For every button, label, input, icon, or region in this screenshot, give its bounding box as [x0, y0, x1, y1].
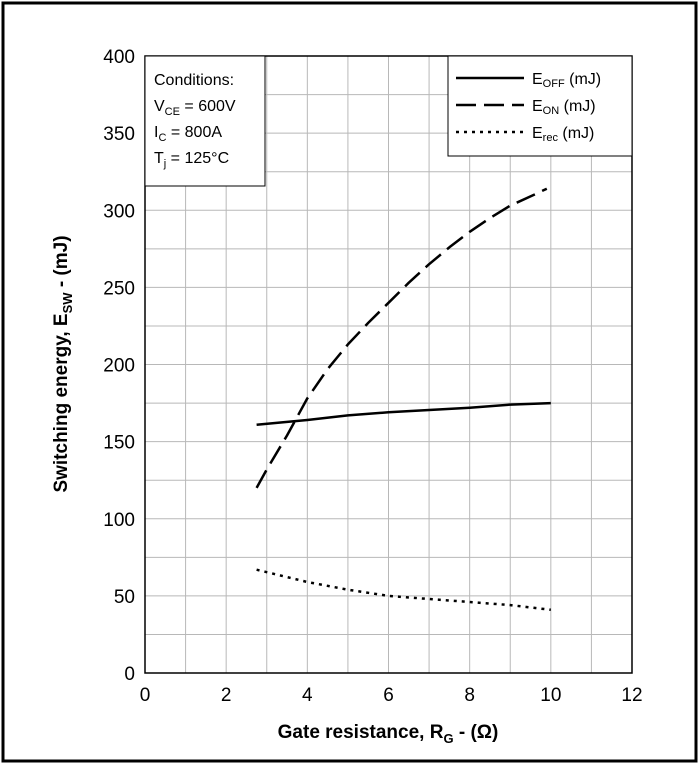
x-tick-label: 12: [621, 685, 642, 706]
legend-label-erec: Erec (mJ): [532, 125, 594, 144]
y-tick-label: 250: [103, 278, 135, 299]
conditions-box: Conditions: VCE = 600V IC = 800A Tj = 12…: [144, 55, 266, 187]
y-tick-label: 200: [103, 356, 135, 377]
grid: [145, 56, 632, 673]
condition-tj: Tj = 125°C: [154, 150, 229, 170]
condition-vce: VCE = 600V: [154, 98, 236, 118]
x-tick-label: 2: [221, 685, 232, 706]
series-line-3: [256, 568, 551, 612]
x-tick-label: 8: [464, 685, 475, 706]
x-axis-label: Gate resistance, RG - (Ω): [278, 722, 499, 746]
y-tick-label: 350: [103, 124, 135, 145]
x-tick-label: 4: [302, 685, 313, 706]
legend: EOFF (mJ) EON (mJ) Erec (mJ): [447, 55, 633, 157]
series-line-1: [256, 401, 551, 426]
series-layer: [255, 187, 551, 612]
y-tick-label: 0: [124, 664, 135, 685]
y-tick-label: 50: [114, 587, 135, 608]
y-axis-label: Switching energy, ESW - (mJ): [51, 235, 75, 492]
x-tick-label: 0: [140, 685, 151, 706]
plot-border: [144, 55, 633, 674]
y-tick-label: 100: [103, 510, 135, 531]
conditions-heading: Conditions:: [154, 72, 234, 89]
x-tick-label: 10: [540, 685, 561, 706]
x-tick-label: 6: [383, 685, 394, 706]
legend-label-eoff: EOFF (mJ): [532, 71, 601, 90]
y-tick-label: 150: [103, 433, 135, 454]
y-tick-label: 300: [103, 201, 135, 222]
y-tick-label: 400: [103, 47, 135, 68]
legend-label-eon: EON (mJ): [532, 98, 596, 117]
condition-ic: IC = 800A: [154, 124, 222, 144]
tick-labels: 0 2 4 6 8 10 12 0 50 100 150 200 250 300 350 400: [103, 47, 642, 706]
series-line-2: [255, 187, 548, 489]
